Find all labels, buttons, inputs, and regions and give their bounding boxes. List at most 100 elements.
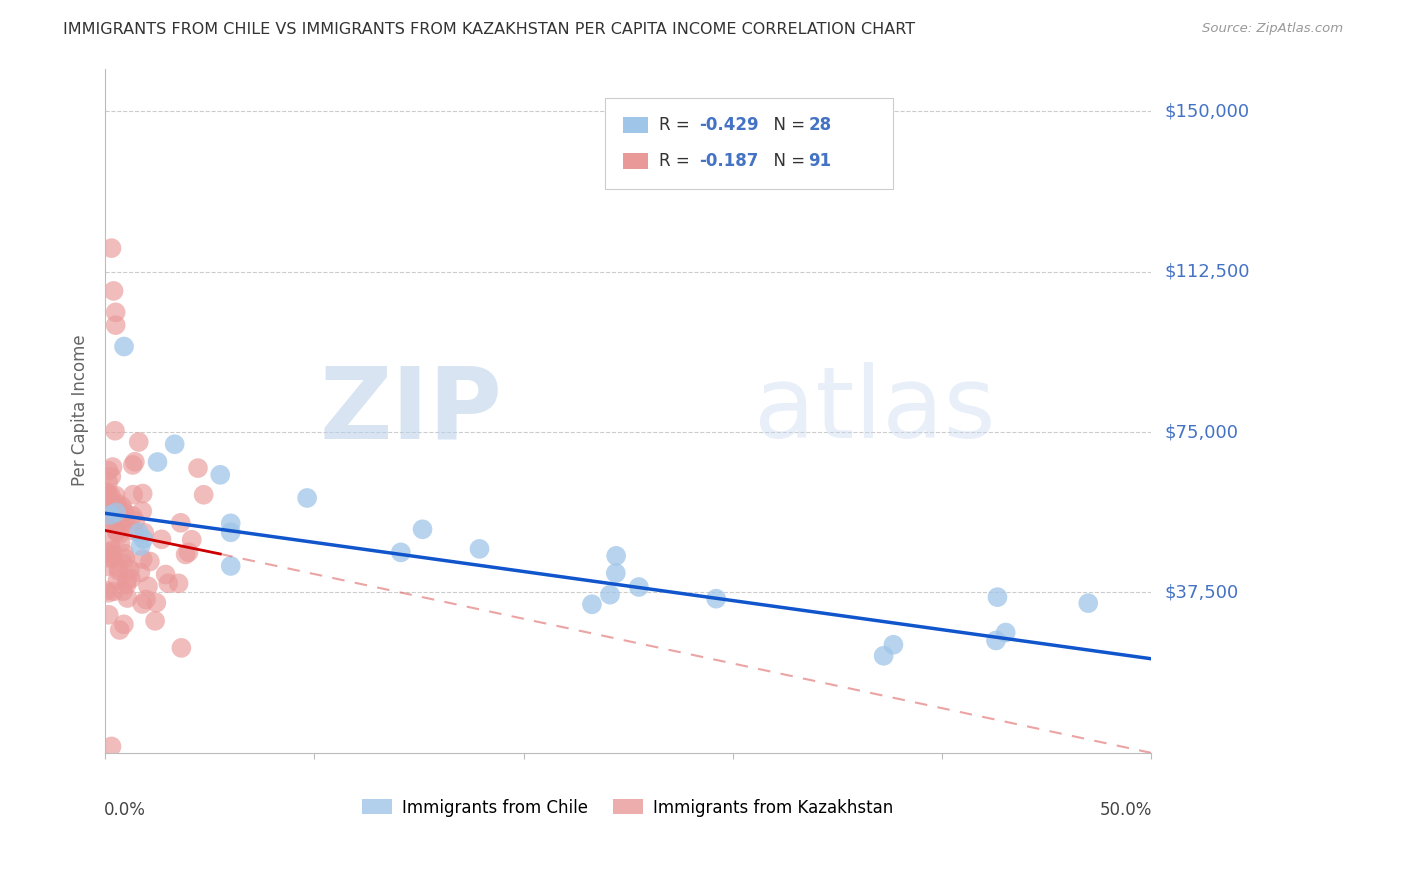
Point <box>111 504 134 518</box>
Point <box>96 550 118 565</box>
Point <box>98 508 121 522</box>
Point <box>882 638 904 652</box>
Point <box>177 545 200 559</box>
Point <box>97 607 120 622</box>
Point <box>112 617 135 632</box>
Point <box>170 640 193 655</box>
Point <box>872 648 894 663</box>
Point <box>98 500 121 515</box>
Point <box>1077 596 1099 610</box>
Point <box>97 475 120 490</box>
Point <box>170 516 193 530</box>
Point <box>107 500 129 515</box>
Point <box>468 541 491 556</box>
Point <box>107 515 129 529</box>
Point <box>101 543 124 558</box>
Point <box>120 572 142 586</box>
Point <box>112 584 135 599</box>
Point <box>599 588 621 602</box>
Point <box>219 516 242 531</box>
Point <box>105 499 128 513</box>
Point <box>605 566 627 580</box>
Point <box>105 505 128 519</box>
Point <box>163 437 186 451</box>
Point <box>122 488 145 502</box>
Point <box>174 548 197 562</box>
Point <box>118 563 141 577</box>
Point <box>101 460 124 475</box>
Text: atlas: atlas <box>754 362 995 459</box>
Point <box>96 496 118 510</box>
Point <box>96 487 118 501</box>
Point <box>994 625 1017 640</box>
Point <box>114 514 136 528</box>
Point <box>704 591 727 606</box>
Point <box>129 566 152 580</box>
Point <box>219 525 242 540</box>
Legend: Immigrants from Chile, Immigrants from Kazakhstan: Immigrants from Chile, Immigrants from K… <box>356 792 900 823</box>
Point <box>96 583 118 598</box>
Point <box>104 424 127 438</box>
Text: IMMIGRANTS FROM CHILE VS IMMIGRANTS FROM KAZAKHSTAN PER CAPITA INCOME CORRELATIO: IMMIGRANTS FROM CHILE VS IMMIGRANTS FROM… <box>63 22 915 37</box>
Point <box>139 554 162 568</box>
Point <box>104 305 127 319</box>
Text: ZIP: ZIP <box>319 362 502 459</box>
Point <box>157 576 180 591</box>
Point <box>104 318 127 333</box>
Point <box>103 515 125 529</box>
Point <box>96 485 118 500</box>
Point <box>167 576 190 591</box>
Point <box>114 505 136 519</box>
Point <box>97 488 120 502</box>
Point <box>96 559 118 574</box>
Text: 91: 91 <box>808 152 831 169</box>
Point <box>131 597 153 611</box>
Point <box>98 517 121 532</box>
Point <box>101 551 124 566</box>
Point <box>984 633 1007 648</box>
Point <box>121 508 143 523</box>
Point <box>111 520 134 534</box>
Point <box>100 469 122 483</box>
Point <box>100 488 122 502</box>
Point <box>100 536 122 550</box>
Point <box>115 577 138 591</box>
Point <box>97 545 120 559</box>
Text: -0.187: -0.187 <box>699 152 758 169</box>
Text: N =: N = <box>763 152 811 169</box>
Point <box>110 536 132 550</box>
Point <box>187 461 209 475</box>
Point <box>150 533 173 547</box>
Point <box>389 545 412 559</box>
Text: $150,000: $150,000 <box>1166 103 1250 120</box>
Point <box>105 524 128 539</box>
Point <box>117 591 139 605</box>
Point <box>107 564 129 578</box>
Text: $112,500: $112,500 <box>1166 262 1250 281</box>
Text: 50.0%: 50.0% <box>1099 801 1152 819</box>
Text: 28: 28 <box>808 116 831 134</box>
Point <box>132 532 155 546</box>
Point <box>209 467 232 482</box>
Point <box>112 339 135 353</box>
Point <box>97 464 120 478</box>
Point <box>111 500 134 514</box>
Point <box>105 524 128 539</box>
Point <box>128 434 150 449</box>
Point <box>143 614 166 628</box>
Point <box>107 573 129 587</box>
Point <box>108 527 131 541</box>
Point <box>131 504 153 518</box>
Point <box>115 573 138 587</box>
Point <box>986 590 1008 604</box>
Point <box>112 547 135 561</box>
Point <box>100 241 122 255</box>
Point <box>412 522 434 536</box>
Point <box>124 514 146 528</box>
Point <box>627 580 650 594</box>
Text: $37,500: $37,500 <box>1166 583 1239 601</box>
Point <box>134 525 156 540</box>
Point <box>104 489 127 503</box>
Point <box>107 561 129 575</box>
Point <box>219 558 242 573</box>
